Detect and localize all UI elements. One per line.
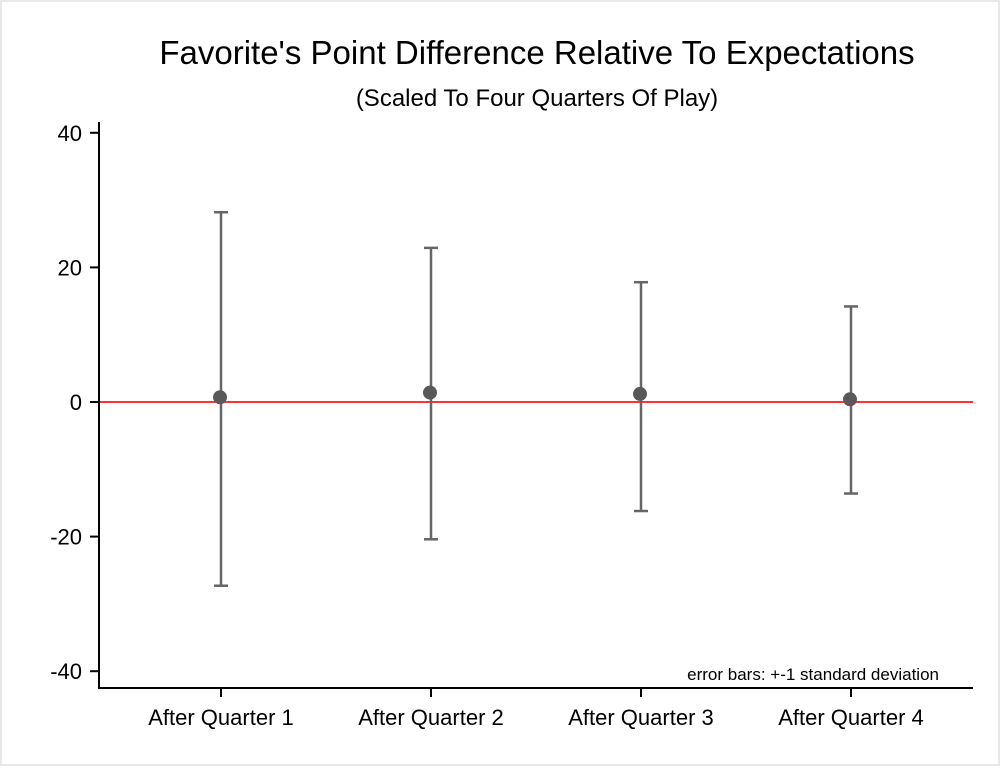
mean-point — [423, 385, 437, 400]
mean-point — [633, 386, 647, 401]
x-tick-label: After Quarter 3 — [568, 705, 714, 730]
y-tick-label: 40 — [58, 121, 82, 146]
y-tick-label: 0 — [70, 390, 82, 415]
chart-title: Favorite's Point Difference Relative To … — [159, 34, 914, 71]
x-tick-label: After Quarter 4 — [778, 705, 924, 730]
y-tick-label: 20 — [58, 255, 82, 280]
x-tick-label: After Quarter 1 — [148, 705, 294, 730]
mean-point — [213, 390, 227, 405]
y-tick-label: -40 — [50, 659, 82, 684]
errorbar-annotation: error bars: +-1 standard deviation — [687, 665, 939, 684]
y-tick-label: -20 — [50, 525, 82, 550]
chart-subtitle: (Scaled To Four Quarters Of Play) — [356, 85, 718, 112]
x-tick-label: After Quarter 2 — [358, 705, 504, 730]
mean-point — [843, 392, 857, 407]
